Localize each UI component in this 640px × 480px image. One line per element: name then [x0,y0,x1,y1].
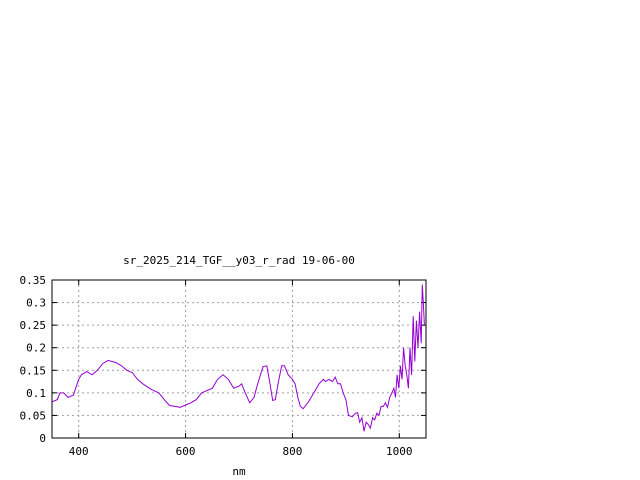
x-tick-label: 1000 [386,445,413,458]
grid-layer [52,280,426,438]
y-tick-label: 0.3 [26,297,46,310]
y-tick-label: 0.25 [20,319,47,332]
x-axis-label: nm [232,465,246,478]
y-tick-label: 0.05 [20,409,47,422]
x-tick-label: 800 [282,445,302,458]
x-tick-label: 600 [176,445,196,458]
y-tick-label: 0.1 [26,387,46,400]
plot-frame [51,279,427,439]
x-tick-label: 400 [69,445,89,458]
chart-title: sr_2025_214_TGF__y03_r_rad 19-06-00 [123,254,355,267]
ticks-layer: 0 0.05 0.1 0.15 0.2 0.25 0.3 0.35 400 600 800 1000 [20,274,426,458]
y-tick-label: 0 [39,432,46,445]
series-line [51,284,425,432]
y-tick-label: 0.15 [20,364,47,377]
y-tick-label: 0.35 [20,274,47,287]
y-tick-label: 0.2 [26,342,46,355]
